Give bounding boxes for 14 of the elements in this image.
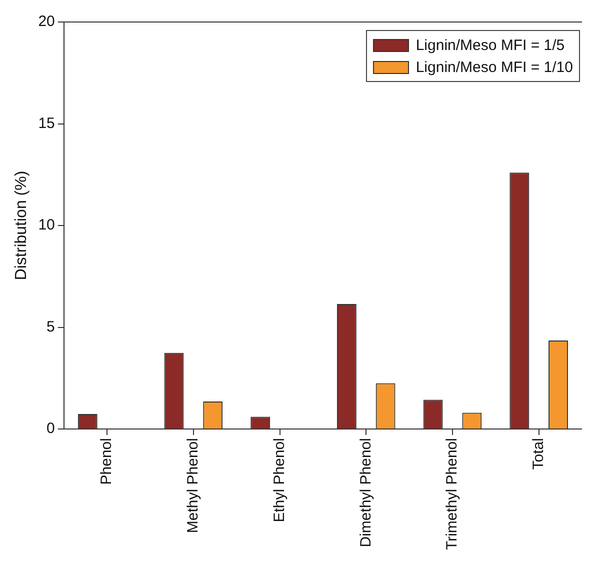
- y-tick-label: 0: [46, 420, 55, 438]
- y-tick-label: 10: [38, 216, 55, 234]
- x-tick-label: Ethyl Phenol: [270, 438, 288, 522]
- y-tick-label: 5: [46, 318, 55, 336]
- y-tick-label: 20: [38, 13, 55, 30]
- x-tick-label: Methyl Phenol: [184, 438, 202, 534]
- x-tick-label: Total: [530, 438, 547, 470]
- y-axis-title: Distribution (%): [13, 170, 30, 280]
- x-tick-label: Trimethyl Phenol: [444, 438, 461, 550]
- y-tick-label: 15: [38, 114, 55, 132]
- legend-label: Lignin/Meso MFI = 1/10: [416, 58, 573, 76]
- legend-label: Lignin/Meso MFI = 1/5: [416, 36, 565, 54]
- x-tick-label: Phenol: [98, 438, 116, 485]
- x-tick-label: Dimethyl Phenol: [357, 438, 374, 548]
